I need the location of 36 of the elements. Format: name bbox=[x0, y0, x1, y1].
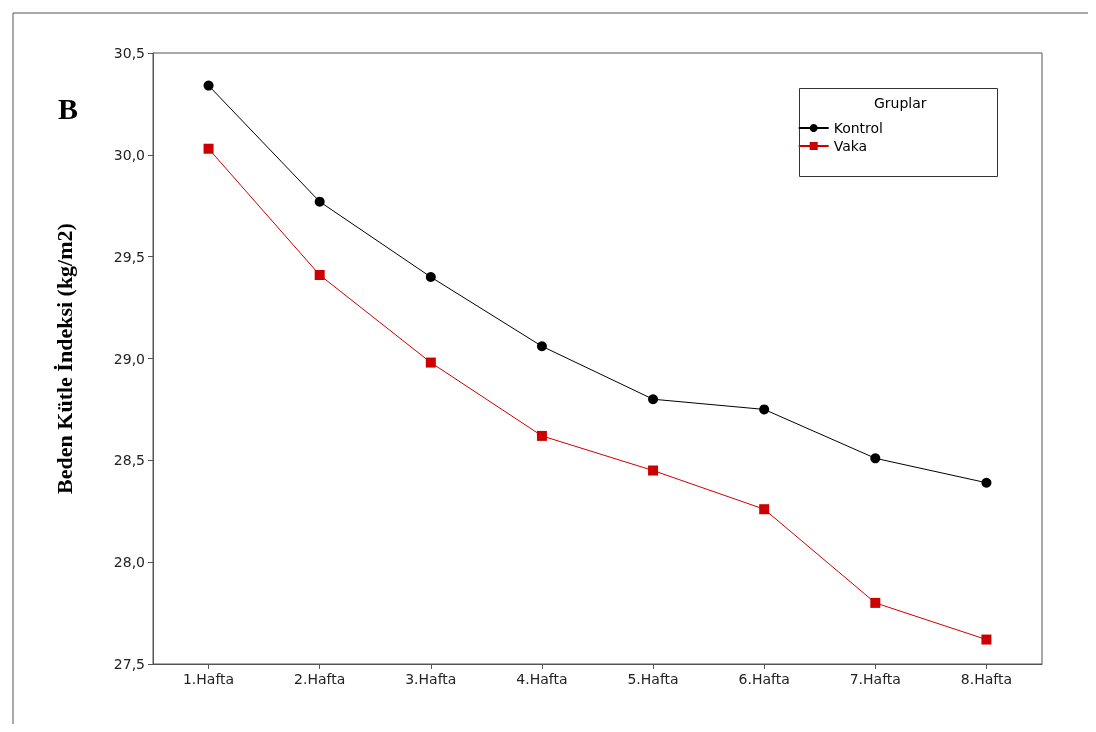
point bbox=[536, 430, 547, 441]
y-tick-label: 28,0 bbox=[113, 554, 145, 571]
y-tick-label: 30,5 bbox=[113, 45, 145, 61]
point bbox=[870, 597, 881, 608]
point bbox=[536, 341, 547, 352]
y-tick-label: 30,0 bbox=[113, 146, 145, 163]
y-tick-label: 29,0 bbox=[113, 350, 145, 367]
x-tick-label: 8.Hafta bbox=[960, 671, 1013, 687]
x-tick-label: 5.Hafta bbox=[627, 671, 679, 687]
point bbox=[425, 272, 436, 283]
point bbox=[203, 143, 214, 154]
legend-label: Vaka bbox=[833, 138, 868, 154]
x-tick-label: 7.Hafta bbox=[849, 671, 901, 687]
text: B bbox=[58, 91, 79, 125]
point bbox=[981, 634, 992, 645]
x-tick-label: 4.Hafta bbox=[516, 671, 568, 687]
point bbox=[648, 465, 659, 476]
legend-title: Gruplar bbox=[874, 95, 927, 111]
point bbox=[759, 404, 770, 415]
y-tick-label: 27,5 bbox=[113, 656, 145, 672]
y-tick-label: 28,5 bbox=[113, 452, 145, 469]
point bbox=[425, 357, 436, 368]
y-axis-title: Beden Kütle İndeksi (kg/m2) bbox=[51, 223, 77, 494]
point bbox=[759, 504, 770, 515]
point bbox=[203, 80, 214, 91]
x-tick-label: 6.Hafta bbox=[738, 671, 790, 687]
point bbox=[981, 477, 992, 488]
legend-label: Kontrol bbox=[833, 120, 884, 136]
x-tick-label: 2.Hafta bbox=[294, 671, 346, 687]
point bbox=[314, 270, 325, 280]
point bbox=[870, 453, 881, 464]
y-tick-label: 29,5 bbox=[113, 248, 145, 265]
x-tick-label: 1.Hafta bbox=[182, 671, 235, 687]
x-tick-label: 3.Hafta bbox=[405, 671, 457, 687]
point bbox=[648, 394, 659, 405]
point bbox=[314, 196, 325, 207]
